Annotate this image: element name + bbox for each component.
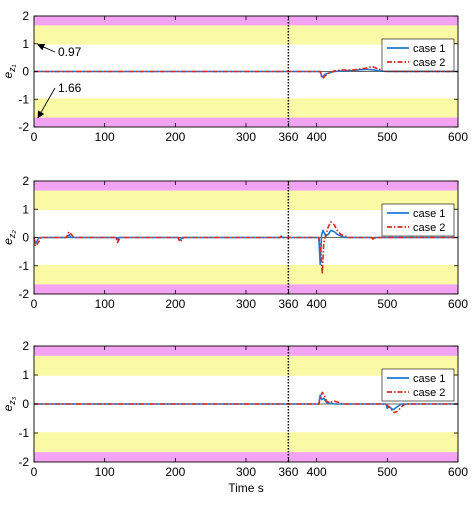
legend-label-case-1: case 1 <box>413 208 445 220</box>
y-tick-label: -2 <box>18 455 29 469</box>
legend: case 1 case 2 <box>381 368 455 402</box>
legend-label-case-2: case 2 <box>413 57 445 69</box>
x-tick-label: 360 <box>278 297 298 311</box>
x-tick-label: 500 <box>377 130 397 144</box>
x-tick-label: 100 <box>95 465 115 479</box>
y-tick-label: -1 <box>18 426 29 440</box>
y-tick-label: 1 <box>22 202 29 216</box>
x-tick-label: 200 <box>165 465 185 479</box>
band-1 <box>34 346 458 356</box>
annotation-label: 1.66 <box>58 81 82 95</box>
band-2 <box>34 25 458 45</box>
band-1 <box>34 181 458 191</box>
y-tick-label: 2 <box>22 339 29 353</box>
y-tick-label: 2 <box>22 9 29 23</box>
legend-box <box>381 368 455 402</box>
x-tick-label: 300 <box>236 297 256 311</box>
legend-label-case-2: case 2 <box>413 222 445 234</box>
band-4 <box>34 117 458 127</box>
band-1 <box>34 16 458 26</box>
series-line-case-2 <box>34 391 458 414</box>
band-3 <box>34 432 458 453</box>
annotation-arrow <box>37 43 56 53</box>
x-tick-label: 0 <box>31 130 38 144</box>
y-tick-label: -2 <box>18 287 29 301</box>
y-tick-label: -2 <box>18 120 29 134</box>
series-line-case-2 <box>33 221 458 276</box>
x-axis-label: Time s <box>228 481 264 495</box>
x-tick-label: 360 <box>278 130 298 144</box>
band-2 <box>34 355 458 376</box>
y-axis-label: ez₃ <box>1 396 17 411</box>
x-tick-label: 100 <box>95 297 115 311</box>
x-tick-label: 0 <box>31 465 38 479</box>
x-tick-label: 500 <box>377 297 397 311</box>
y-tick-label: 0 <box>22 231 29 245</box>
x-tick-label: 200 <box>165 297 185 311</box>
legend: case 1 case 2 <box>381 203 455 237</box>
y-tick-label: 1 <box>22 368 29 382</box>
series-line-case-2 <box>34 65 458 80</box>
y-tick-label: 1 <box>22 37 29 51</box>
x-tick-label: 400 <box>307 297 327 311</box>
y-tick-label: 2 <box>22 174 29 188</box>
annotation-label: 0.97 <box>58 45 82 59</box>
band-3 <box>34 98 458 118</box>
x-tick-label: 400 <box>307 465 327 479</box>
x-tick-label: 300 <box>236 465 256 479</box>
x-tick-label: 0 <box>31 297 38 311</box>
y-tick-label: -1 <box>18 92 29 106</box>
y-axis-label: ez₁ <box>1 64 17 78</box>
legend-label-case-1: case 1 <box>413 373 445 385</box>
annotation-arrow <box>37 87 56 119</box>
legend-box <box>381 203 455 237</box>
x-tick-label: 500 <box>377 465 397 479</box>
x-tick-label: 600 <box>448 130 468 144</box>
x-tick-label: 300 <box>236 130 256 144</box>
y-tick-label: 0 <box>22 397 29 411</box>
band-4 <box>34 452 458 462</box>
x-tick-label: 600 <box>448 297 468 311</box>
legend-box <box>381 38 455 72</box>
band-3 <box>34 264 458 285</box>
band-4 <box>34 284 458 294</box>
x-tick-label: 360 <box>278 465 298 479</box>
chart-panel-3: 0 100 200 300 360 400 500 600 2 1 0 -1 -2 ez₃ Time s ca… <box>1 339 468 495</box>
y-axis-label: ez₂ <box>1 230 17 245</box>
y-tick-label: -1 <box>18 259 29 273</box>
y-tick-label: 0 <box>22 65 29 79</box>
x-tick-label: 100 <box>95 130 115 144</box>
legend-label-case-2: case 2 <box>413 387 445 399</box>
band-2 <box>34 190 458 211</box>
legend-label-case-1: case 1 <box>413 43 445 55</box>
x-tick-label: 600 <box>448 465 468 479</box>
x-tick-label: 400 <box>307 130 327 144</box>
legend: case 1 case 2 <box>381 38 455 72</box>
x-tick-label: 200 <box>165 130 185 144</box>
